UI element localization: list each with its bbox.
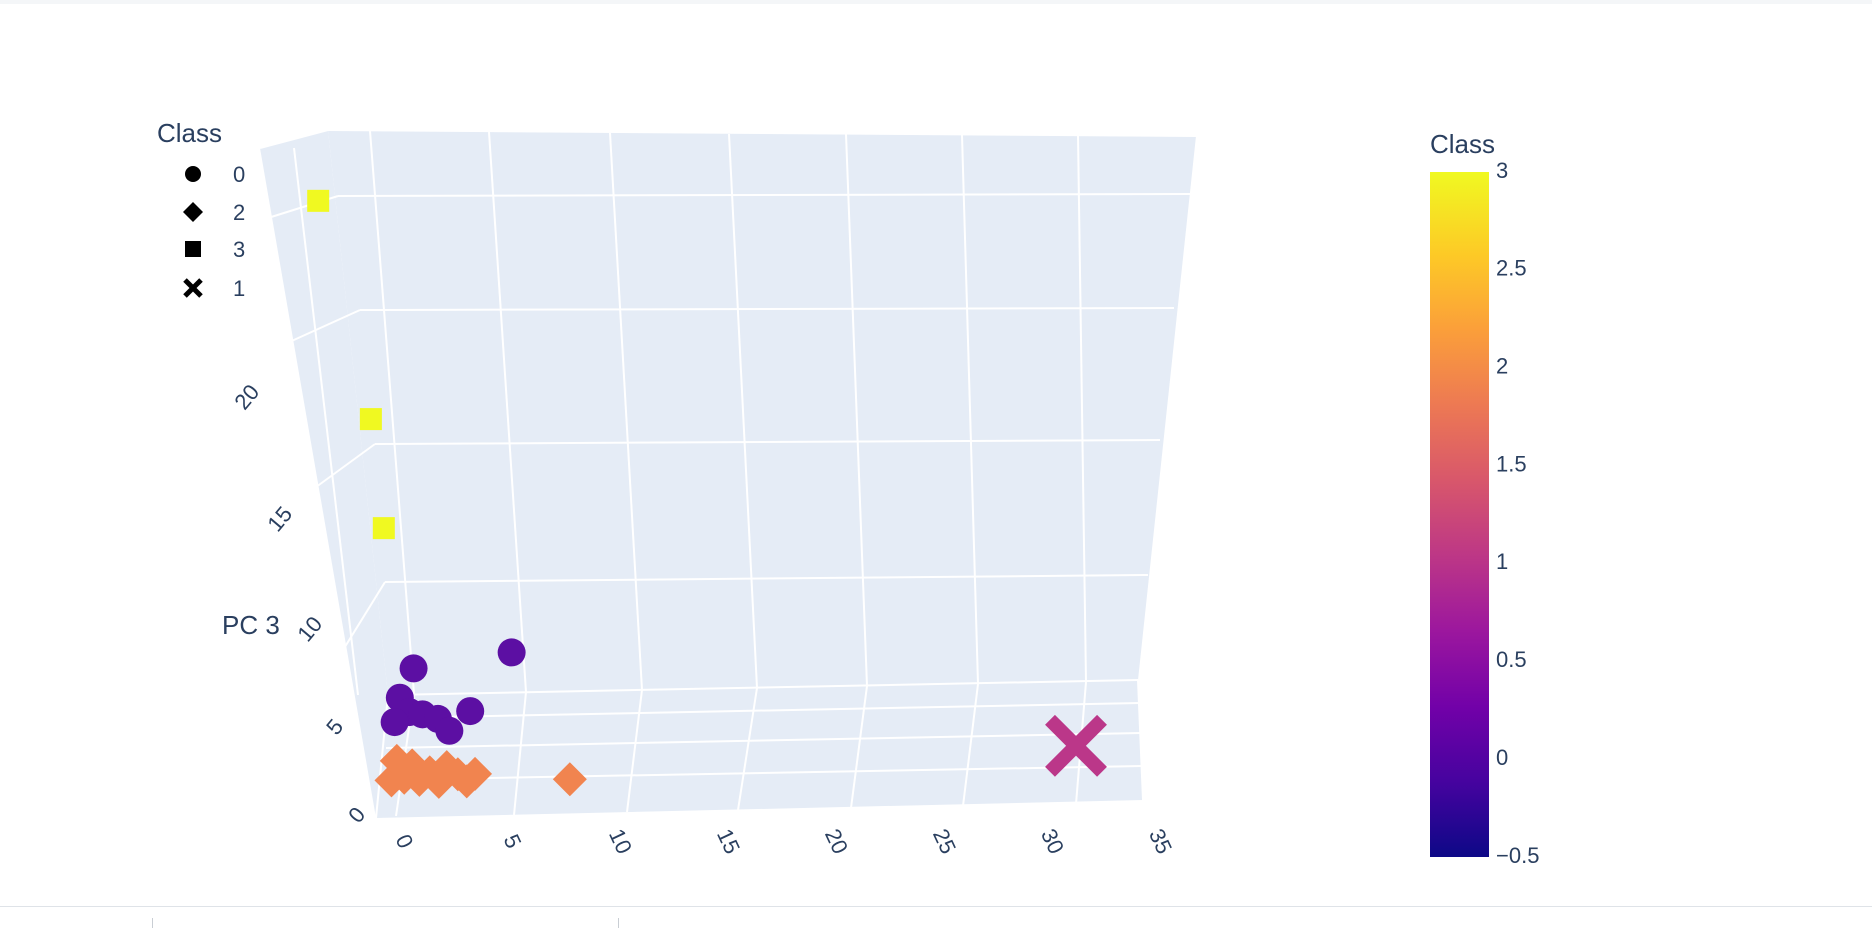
colorbar-ticks: 3 2.5 2 1.5 1 0.5 0 −0.5 bbox=[1496, 158, 1539, 868]
x-tick-label: 10 bbox=[604, 825, 637, 858]
legend[interactable]: Class 0 2 3 1 bbox=[157, 118, 245, 301]
colorbar: Class 3 2.5 2 1.5 1 0.5 0 −0.5 bbox=[1430, 129, 1539, 868]
x-tick-label: 0 bbox=[391, 830, 419, 852]
marker-class-3-square[interactable] bbox=[307, 189, 330, 212]
diamond-icon bbox=[183, 202, 203, 222]
legend-item[interactable]: 1 bbox=[183, 276, 245, 301]
colorbar-gradient bbox=[1430, 172, 1489, 857]
x-icon bbox=[183, 278, 203, 298]
colorbar-tick-label: 3 bbox=[1496, 158, 1508, 183]
grid-lines bbox=[259, 129, 1197, 819]
z-tick-label: 5 bbox=[321, 714, 348, 739]
z-tick-label: 20 bbox=[229, 380, 264, 415]
z-tick-label: 10 bbox=[292, 612, 327, 647]
marker-class-3-square[interactable] bbox=[359, 408, 382, 431]
z-axis-title: PC 3 bbox=[222, 610, 280, 640]
colorbar-tick-label: 2.5 bbox=[1496, 256, 1527, 281]
colorbar-tick-label: 0 bbox=[1496, 745, 1508, 770]
colorbar-tick-label: −0.5 bbox=[1496, 843, 1539, 868]
x-tick-label: 30 bbox=[1036, 825, 1069, 858]
marker-class-0-circle[interactable] bbox=[380, 708, 409, 737]
z-tick-label: 0 bbox=[343, 802, 370, 827]
marker-class-2-diamond[interactable] bbox=[552, 762, 587, 797]
colorbar-title: Class bbox=[1430, 129, 1495, 159]
circle-icon bbox=[185, 166, 201, 182]
marker-class-0-circle[interactable] bbox=[435, 716, 464, 745]
top-border bbox=[0, 0, 1872, 4]
x-tick-label: 15 bbox=[712, 825, 745, 858]
legend-item-label: 0 bbox=[233, 162, 245, 187]
colorbar-tick-label: 1.5 bbox=[1496, 451, 1527, 476]
x-tick-label: 20 bbox=[820, 825, 853, 858]
marker-class-0-circle[interactable] bbox=[399, 654, 428, 683]
bottom-border bbox=[0, 906, 1872, 907]
side-wall bbox=[260, 130, 388, 818]
x-tick-label: 5 bbox=[499, 830, 527, 852]
back-wall bbox=[328, 130, 1196, 695]
markers-layer[interactable] bbox=[307, 189, 1107, 799]
colorbar-tick-label: 1 bbox=[1496, 549, 1508, 574]
legend-item[interactable]: 2 bbox=[183, 200, 245, 225]
legend-item[interactable]: 3 bbox=[185, 237, 245, 262]
bottom-divider-mark bbox=[152, 918, 153, 928]
colorbar-tick-label: 0.5 bbox=[1496, 647, 1527, 672]
marker-class-2-diamond[interactable] bbox=[458, 756, 493, 791]
marker-class-0-circle[interactable] bbox=[497, 638, 526, 667]
legend-item[interactable]: 0 bbox=[185, 162, 245, 187]
marker-class-3-square[interactable] bbox=[372, 517, 395, 540]
colorbar-tick-label: 2 bbox=[1496, 354, 1508, 379]
legend-item-label: 2 bbox=[233, 200, 245, 225]
legend-title: Class bbox=[157, 118, 222, 148]
marker-class-1-x[interactable] bbox=[1045, 714, 1107, 777]
marker-class-0-circle[interactable] bbox=[456, 697, 485, 726]
legend-item-label: 3 bbox=[233, 237, 245, 262]
x-tick-label: 25 bbox=[928, 825, 961, 858]
x-tick-label: 35 bbox=[1144, 825, 1177, 858]
x-axis-ticks: 0 5 10 15 20 25 30 35 bbox=[391, 825, 1177, 858]
legend-item-label: 1 bbox=[233, 276, 245, 301]
floor-plane bbox=[376, 680, 1143, 818]
z-tick-label: 15 bbox=[262, 502, 297, 537]
bottom-divider-mark bbox=[618, 918, 619, 928]
square-icon bbox=[185, 241, 201, 257]
